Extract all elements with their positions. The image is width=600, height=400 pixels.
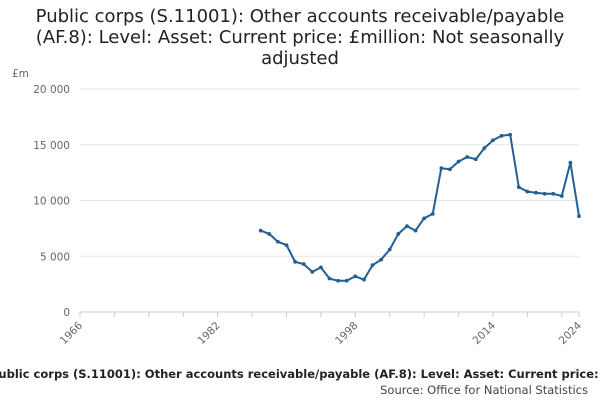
- x-tick-label: 2024: [557, 319, 585, 347]
- data-point[interactable]: [362, 277, 366, 282]
- data-point[interactable]: [301, 262, 306, 266]
- data-point[interactable]: [559, 194, 564, 198]
- y-tick-label: 10 000: [33, 196, 70, 208]
- data-point[interactable]: [370, 263, 375, 268]
- series-line: [259, 133, 580, 282]
- data-point[interactable]: [336, 278, 341, 283]
- data-point[interactable]: [568, 160, 573, 165]
- data-point[interactable]: [396, 232, 401, 236]
- data-point[interactable]: [327, 276, 332, 281]
- chart-title: Public corps (S.11001): Other accounts r…: [0, 6, 600, 69]
- data-point[interactable]: [275, 239, 280, 244]
- data-point[interactable]: [542, 191, 547, 196]
- y-tick-label: 15 000: [33, 140, 70, 152]
- data-point[interactable]: [318, 265, 323, 270]
- data-point[interactable]: [516, 185, 521, 190]
- data-point[interactable]: [267, 232, 272, 236]
- axes: 0 5 000 10 000 15 000 20 000 1966 1982 1998 2014…: [33, 84, 584, 347]
- data-point[interactable]: [353, 274, 358, 279]
- chart-title-line-1: Public corps (S.11001): Other accounts r…: [35, 6, 565, 27]
- data-point[interactable]: [456, 159, 461, 164]
- data-point[interactable]: [508, 132, 513, 137]
- y-tick-label: 20 000: [33, 84, 70, 96]
- data-point[interactable]: [534, 190, 538, 195]
- data-point[interactable]: [525, 189, 530, 194]
- y-tick-label: 5 000: [40, 251, 70, 263]
- data-point[interactable]: [491, 138, 495, 143]
- x-tick-label: 2014: [471, 319, 499, 347]
- series-layer: [258, 132, 581, 283]
- chart-title-line-3: adjusted: [261, 48, 339, 69]
- data-point[interactable]: [577, 214, 581, 219]
- data-point[interactable]: [293, 259, 297, 264]
- x-tick-label: 1998: [333, 320, 360, 347]
- chart-title-line-2: (AF.8): Level: Asset: Current price: £mi…: [35, 27, 565, 48]
- data-point[interactable]: [422, 216, 427, 221]
- data-point[interactable]: [448, 167, 452, 172]
- data-point[interactable]: [439, 166, 444, 171]
- data-point[interactable]: [482, 146, 487, 150]
- data-point[interactable]: [310, 269, 315, 274]
- data-point[interactable]: [465, 155, 470, 159]
- data-point[interactable]: [405, 224, 409, 229]
- source-label: Source: Office for National Statistics: [380, 383, 588, 397]
- y-tick-label: 0: [63, 307, 70, 319]
- data-point[interactable]: [379, 257, 384, 262]
- series-caption: Public corps (S.11001): Other accounts r…: [0, 367, 600, 381]
- data-point[interactable]: [258, 228, 263, 233]
- data-point[interactable]: [387, 247, 392, 252]
- data-point[interactable]: [551, 191, 556, 196]
- data-point[interactable]: [473, 157, 478, 162]
- data-point[interactable]: [413, 228, 418, 233]
- x-tick-label: 1966: [58, 319, 86, 347]
- data-point[interactable]: [430, 211, 435, 216]
- gridlines: [80, 88, 579, 257]
- y-axis-unit-label: £m: [12, 68, 29, 80]
- data-point[interactable]: [284, 243, 289, 248]
- x-tick-label: 1982: [195, 320, 222, 347]
- data-point[interactable]: [344, 278, 349, 283]
- data-point[interactable]: [499, 133, 504, 138]
